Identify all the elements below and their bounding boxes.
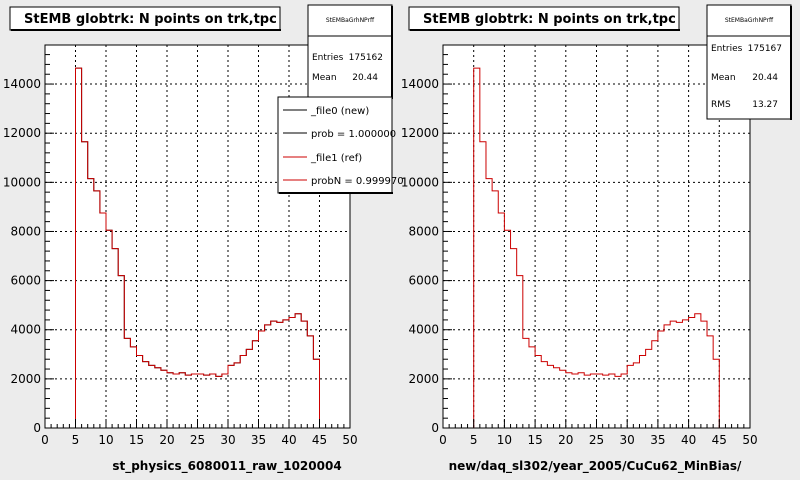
- left-axes: 0 5 10 15 20 25 30 35 40 45 50 0 2000 4000 6000 8000 100…: [3, 54, 358, 447]
- x-tick-label: 10: [497, 433, 512, 447]
- x-tick-label: 15: [129, 433, 144, 447]
- x-tick-label: 20: [558, 433, 573, 447]
- y-tick-label: 14000: [401, 77, 439, 91]
- y-tick-label: 4000: [10, 323, 41, 337]
- x-tick-label: 0: [439, 433, 447, 447]
- x-tick-label: 30: [220, 433, 235, 447]
- right-pad: 0 5 10 15 20 25 30 35 40 45 50 0 2000 4000 6000 8000 100…: [401, 4, 792, 474]
- left-x-label: st_physics_6080011_raw_1020004: [112, 459, 341, 474]
- x-tick-label: 45: [312, 433, 327, 447]
- x-tick-label: 35: [650, 433, 665, 447]
- y-tick-label: 0: [33, 421, 41, 435]
- y-tick-label: 10000: [3, 175, 41, 189]
- right-stats-entries: 175167: [748, 44, 782, 54]
- legend-entry-new: _file0 (new): [310, 106, 369, 117]
- right-stats-rms-label: RMS: [711, 100, 731, 110]
- y-tick-label: 12000: [3, 126, 41, 140]
- y-tick-label: 14000: [3, 77, 41, 91]
- x-tick-label: 25: [190, 433, 205, 447]
- x-tick-label: 35: [251, 433, 266, 447]
- x-tick-label: 25: [589, 433, 604, 447]
- left-stats-entries: 175162: [349, 53, 383, 63]
- histogram-series-1: [75, 67, 320, 428]
- x-tick-label: 45: [712, 433, 727, 447]
- y-tick-label: 0: [431, 421, 439, 435]
- right-stats-header: StEMBaGrhNPrff: [725, 17, 774, 24]
- y-tick-label: 2000: [408, 372, 439, 386]
- x-tick-label: 20: [159, 433, 174, 447]
- left-legend: _file0 (new) prob = 1.000000 _file1 (ref…: [277, 96, 404, 194]
- left-histogram: [75, 67, 320, 428]
- x-tick-label: 40: [281, 433, 296, 447]
- y-tick-label: 8000: [408, 224, 439, 238]
- y-tick-label: 6000: [408, 274, 439, 288]
- right-stats-entries-label: Entries: [711, 44, 743, 54]
- y-tick-label: 12000: [401, 126, 439, 140]
- left-stats-box: StEMBaGrhNPrff Entries 175162 Mean 20.44: [307, 4, 393, 99]
- x-tick-label: 40: [681, 433, 696, 447]
- right-title: StEMB globtrk: N points on trk,tpc: [423, 12, 676, 27]
- right-x-label: new/daq_sl302/year_2005/CuCu62_MinBias/: [449, 459, 742, 474]
- left-title: StEMB globtrk: N points on trk,tpc: [24, 12, 277, 27]
- y-tick-label: 8000: [10, 224, 41, 238]
- left-stats-mean-label: Mean: [312, 73, 337, 83]
- legend-entry-prob: prob = 1.000000: [311, 129, 396, 140]
- right-stats-box: StEMBaGrhNPrff Entries 175167 Mean 20.44…: [706, 4, 792, 120]
- legend-entry-ref: _file1 (ref): [310, 153, 362, 164]
- x-tick-label: 5: [72, 433, 80, 447]
- left-title-box: StEMB globtrk: N points on trk,tpc: [9, 6, 281, 31]
- left-stats-mean: 20.44: [352, 73, 378, 83]
- x-tick-label: 0: [41, 433, 49, 447]
- y-tick-label: 6000: [10, 274, 41, 288]
- right-title-box: StEMB globtrk: N points on trk,tpc: [408, 6, 680, 31]
- right-axes: 0 5 10 15 20 25 30 35 40 45 50 0 2000 4000 6000 8000 100…: [401, 54, 758, 447]
- histogram-series-0: [473, 67, 720, 428]
- legend-entry-probn: probN = 0.999970: [311, 176, 404, 187]
- x-tick-label: 15: [527, 433, 542, 447]
- x-tick-label: 50: [742, 433, 757, 447]
- x-tick-label: 50: [342, 433, 357, 447]
- left-stats-entries-label: Entries: [312, 53, 344, 63]
- left-pad: 0 5 10 15 20 25 30 35 40 45 50 0 2000 4000 6000 8000 100…: [3, 4, 404, 474]
- right-stats-rms: 13.27: [752, 100, 778, 110]
- y-tick-label: 10000: [401, 175, 439, 189]
- right-stats-mean: 20.44: [752, 73, 778, 83]
- right-stats-mean-label: Mean: [711, 73, 736, 83]
- y-tick-label: 4000: [408, 323, 439, 337]
- x-tick-label: 10: [98, 433, 113, 447]
- left-stats-header: StEMBaGrhNPrff: [326, 17, 375, 24]
- y-tick-label: 2000: [10, 372, 41, 386]
- right-histogram: [473, 67, 720, 428]
- x-tick-label: 30: [620, 433, 635, 447]
- x-tick-label: 5: [470, 433, 478, 447]
